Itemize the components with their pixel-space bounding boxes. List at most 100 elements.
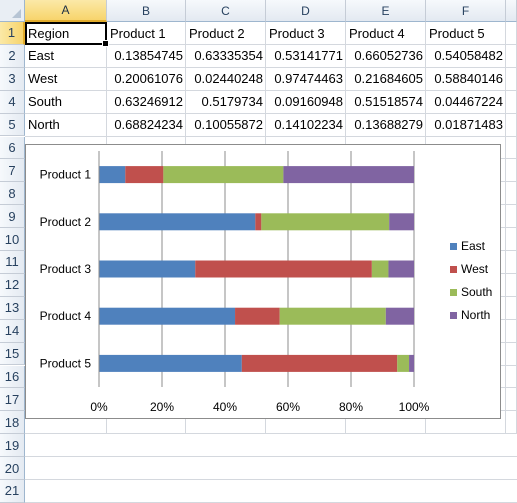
cell-b4[interactable]: 0.63246912	[114, 94, 183, 110]
row-header-9[interactable]: 9	[0, 205, 25, 229]
cell-d3[interactable]: 0.97474463	[274, 71, 343, 87]
x-tick-label: 40%	[213, 400, 237, 414]
bar-west-product-2[interactable]	[255, 213, 262, 231]
category-label: Product 3	[40, 262, 92, 276]
row-gridline	[25, 479, 517, 480]
cell-b2[interactable]: 0.13854745	[114, 48, 183, 64]
cell-e2[interactable]: 0.66052736	[354, 48, 423, 64]
row-header-10[interactable]: 10	[0, 228, 25, 251]
row-header-12[interactable]: 12	[0, 273, 25, 297]
bar-east-product-5[interactable]	[99, 354, 242, 372]
row-header-21[interactable]: 21	[0, 480, 25, 503]
active-cell-border	[25, 22, 107, 45]
stacked-bar-chart[interactable]: Product 1 Product 2 Product 3 Product 4 Prod…	[25, 144, 501, 419]
row-header-7[interactable]: 7	[0, 159, 25, 183]
legend-label-west: West	[461, 262, 489, 276]
bar-west-product-3[interactable]	[195, 260, 372, 278]
cell-f4[interactable]: 0.04467224	[434, 94, 503, 110]
column-header-e[interactable]: E	[346, 0, 426, 22]
cell-e3[interactable]: 0.21684605	[354, 71, 423, 87]
bar-south-product-1[interactable]	[163, 166, 284, 184]
row-header-13[interactable]: 13	[0, 296, 25, 320]
bar-south-product-3[interactable]	[371, 260, 389, 278]
cell-a4[interactable]: South	[28, 94, 62, 110]
column-header-a[interactable]: A	[25, 0, 107, 22]
fill-handle[interactable]	[102, 40, 109, 47]
cell-b3[interactable]: 0.20061076	[114, 71, 183, 87]
chart-canvas: Product 1 Product 2 Product 3 Product 4 Prod…	[40, 151, 492, 414]
bar-east-product-2[interactable]	[99, 213, 256, 231]
bar-north-product-1[interactable]	[283, 166, 414, 184]
cell-c5[interactable]: 0.10055872	[194, 117, 263, 133]
row-gridline	[25, 66, 517, 68]
category-label: Product 1	[40, 168, 92, 182]
x-tick-label: 60%	[276, 400, 300, 414]
cell-e1[interactable]: Product 4	[349, 25, 405, 41]
cell-d4[interactable]: 0.09160948	[274, 94, 343, 110]
bar-east-product-1[interactable]	[99, 166, 126, 184]
row-header-4[interactable]: 4	[0, 90, 25, 114]
cell-a2[interactable]: East	[28, 48, 55, 64]
row-header-19[interactable]: 19	[0, 434, 25, 458]
row-gridline	[25, 112, 517, 114]
row-gridline	[25, 456, 517, 458]
row-header-3[interactable]: 3	[0, 67, 25, 91]
x-tick-label: 20%	[150, 400, 174, 414]
cell-a5[interactable]: North	[28, 117, 60, 133]
legend-swatch-north	[450, 312, 457, 319]
select-all-corner[interactable]	[0, 0, 25, 22]
row-header-20[interactable]: 20	[0, 457, 25, 480]
row-header-11[interactable]: 11	[0, 251, 25, 274]
row-header-16[interactable]: 16	[0, 365, 25, 389]
row-header-5[interactable]: 5	[0, 113, 25, 137]
cell-e5[interactable]: 0.13688279	[354, 117, 423, 133]
row-header-8[interactable]: 8	[0, 182, 25, 206]
bar-south-product-2[interactable]	[261, 213, 390, 231]
row-header-18[interactable]: 18	[0, 411, 25, 435]
cell-c4[interactable]: 0.5179734	[201, 94, 263, 110]
column-header-g[interactable]	[506, 0, 517, 22]
cell-b5[interactable]: 0.68824234	[114, 117, 183, 133]
column-header-c[interactable]: C	[186, 0, 266, 22]
bar-south-product-5[interactable]	[397, 354, 410, 372]
row-header-17[interactable]: 17	[0, 388, 25, 412]
cell-e4[interactable]: 0.51518574	[354, 94, 423, 110]
bar-west-product-4[interactable]	[235, 307, 280, 325]
cell-c2[interactable]: 0.63335354	[194, 48, 263, 64]
cell-a1[interactable]: Region	[28, 25, 70, 41]
bar-east-product-4[interactable]	[99, 307, 236, 325]
cell-f5[interactable]: 0.01871483	[434, 117, 503, 133]
cell-d2[interactable]: 0.53141771	[274, 48, 343, 64]
cell-d5[interactable]: 0.14102234	[274, 117, 343, 133]
legend-label-south: South	[461, 285, 492, 299]
cell-f3[interactable]: 0.58840146	[434, 71, 503, 87]
column-header-f[interactable]: F	[426, 0, 506, 22]
cell-f2[interactable]: 0.54058482	[434, 48, 503, 64]
category-label: Product 4	[40, 309, 92, 323]
column-header-b[interactable]: B	[107, 0, 186, 22]
row-header-1[interactable]: 1	[0, 22, 25, 45]
row-header-2[interactable]: 2	[0, 44, 25, 68]
cell-c1[interactable]: Product 2	[189, 25, 245, 41]
legend-swatch-west	[450, 266, 457, 273]
cell-b1[interactable]: Product 1	[110, 25, 166, 41]
row-header-15[interactable]: 15	[0, 342, 25, 366]
row-header-6[interactable]: 6	[0, 136, 25, 160]
bar-west-product-1[interactable]	[125, 166, 164, 184]
legend-label-north: North	[461, 308, 490, 322]
bar-east-product-3[interactable]	[99, 260, 196, 278]
bar-north-product-2[interactable]	[389, 213, 414, 231]
bar-west-product-5[interactable]	[241, 354, 398, 372]
cell-c3[interactable]: 0.02440248	[194, 71, 263, 87]
cell-f1[interactable]: Product 5	[429, 25, 485, 41]
bar-north-product-5[interactable]	[409, 354, 414, 372]
cell-a3[interactable]: West	[28, 71, 58, 87]
bar-north-product-4[interactable]	[385, 307, 414, 325]
bar-south-product-4[interactable]	[279, 307, 386, 325]
row-header-14[interactable]: 14	[0, 319, 25, 343]
bar-north-product-3[interactable]	[388, 260, 414, 278]
column-header-d[interactable]: D	[266, 0, 346, 22]
cell-d1[interactable]: Product 3	[269, 25, 325, 41]
x-tick-label: 80%	[339, 400, 363, 414]
category-label: Product 2	[40, 215, 92, 229]
